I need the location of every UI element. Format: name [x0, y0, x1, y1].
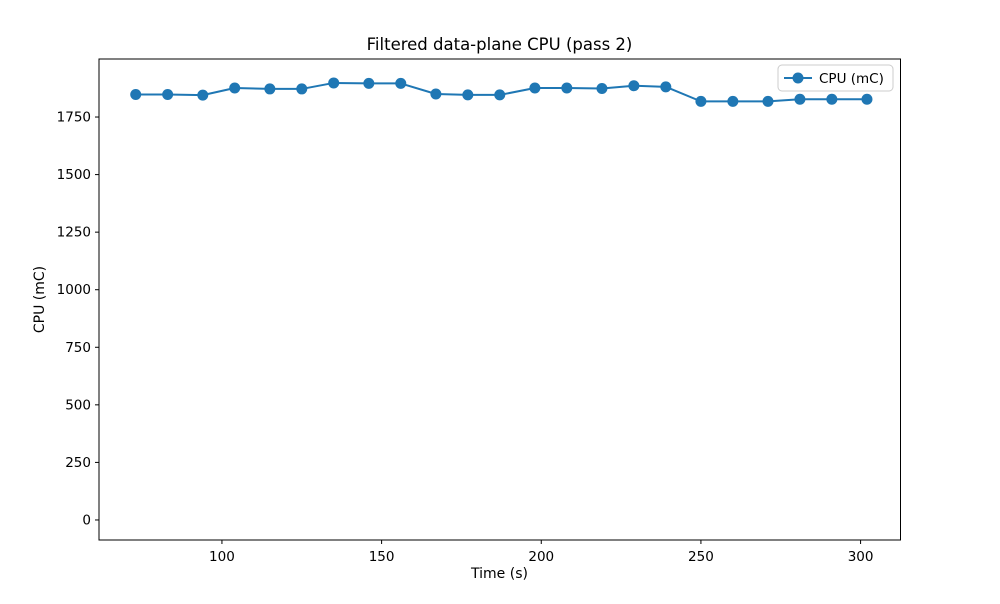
data-point-marker	[561, 82, 573, 94]
data-point-marker	[462, 89, 474, 101]
data-point-marker	[296, 83, 308, 95]
y-tick-label: 1500	[57, 167, 91, 183]
chart-title: Filtered data-plane CPU (pass 2)	[367, 35, 633, 54]
legend-label: CPU (mC)	[819, 71, 884, 87]
data-series	[130, 77, 873, 107]
data-point-marker	[197, 89, 209, 101]
legend: CPU (mC)	[777, 64, 894, 92]
data-point-marker	[660, 81, 672, 93]
data-point-marker	[130, 88, 142, 100]
data-point-marker	[529, 82, 541, 94]
y-tick-label: 1250	[57, 225, 91, 241]
data-point-marker	[162, 88, 174, 100]
y-tick-label: 0	[82, 512, 91, 528]
x-tick-label: 250	[688, 549, 714, 565]
data-point-marker	[395, 77, 407, 89]
x-tick-label: 150	[369, 549, 395, 565]
data-point-marker	[363, 77, 375, 89]
legend-marker-icon	[792, 72, 804, 84]
data-point-marker	[695, 95, 707, 107]
data-point-marker	[229, 82, 241, 94]
plot-border	[98, 58, 901, 541]
x-tick-label: 200	[528, 549, 554, 565]
data-point-marker	[762, 95, 774, 107]
y-tick-label: 1750	[57, 110, 91, 126]
data-point-marker	[430, 88, 442, 100]
legend-box	[777, 64, 894, 92]
data-point-marker	[264, 83, 276, 95]
data-point-marker	[328, 77, 340, 89]
x-axis-ticks: 100 150 200 250 300	[209, 540, 873, 565]
y-axis-ticks: 0 250 500 750 1000 1250 1500 1750	[57, 110, 99, 528]
data-point-marker	[628, 80, 640, 92]
x-axis-label: Time (s)	[470, 566, 528, 582]
data-point-marker	[794, 93, 806, 105]
data-point-marker	[826, 93, 838, 105]
x-tick-label: 300	[848, 549, 874, 565]
y-tick-label: 750	[65, 340, 91, 356]
data-point-marker	[494, 89, 506, 101]
y-axis-label: CPU (mC)	[32, 266, 48, 333]
x-tick-label: 100	[209, 549, 235, 565]
data-point-marker	[727, 95, 739, 107]
data-point-marker	[861, 93, 873, 105]
y-tick-label: 500	[65, 397, 91, 413]
y-tick-label: 1000	[57, 282, 91, 298]
data-point-marker	[596, 82, 608, 94]
y-tick-label: 250	[65, 455, 91, 471]
